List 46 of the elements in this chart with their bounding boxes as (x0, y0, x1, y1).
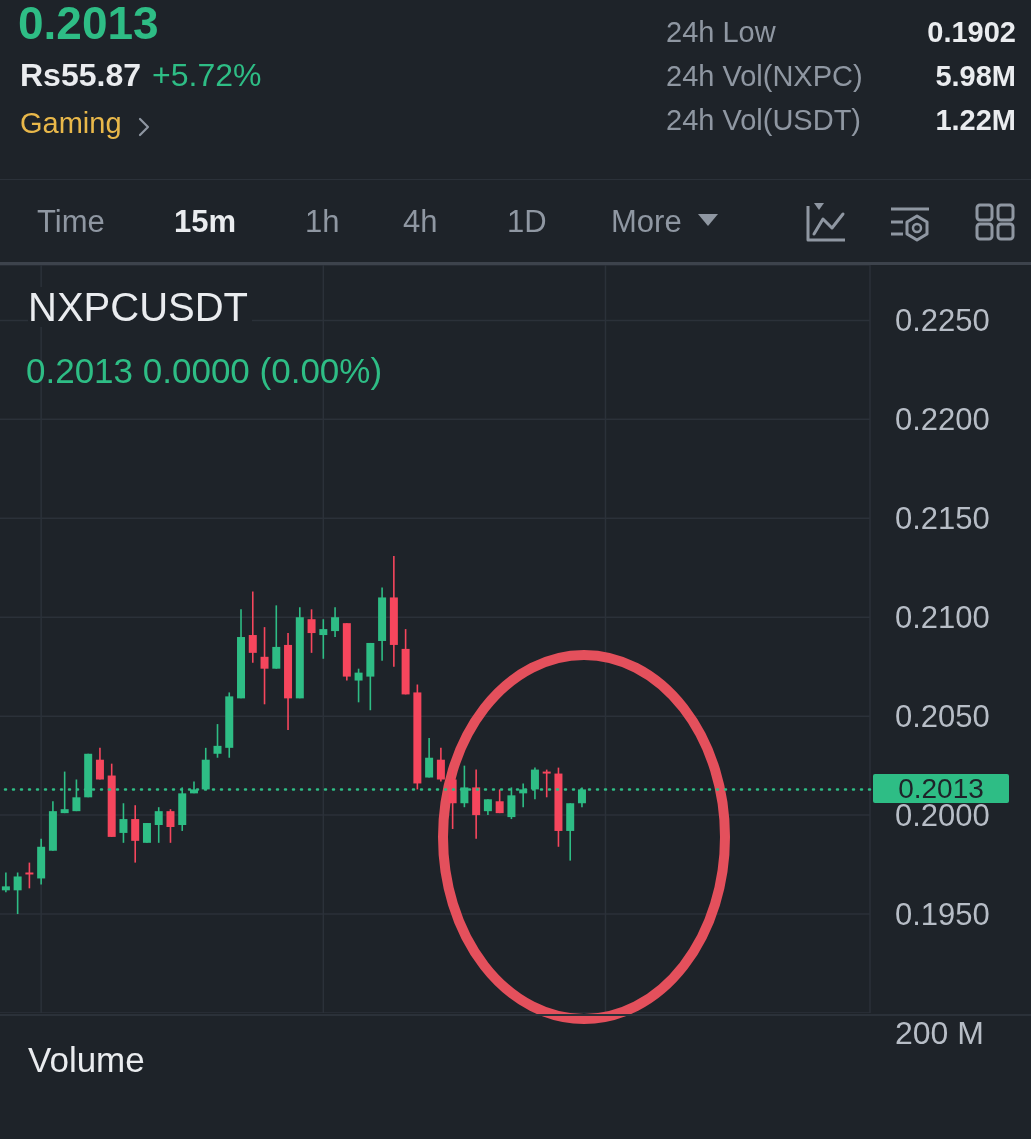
y-tick-label: 0.2250 (895, 303, 990, 339)
text: 5.98M (935, 60, 1016, 92)
text: 0.2013 0.0000 (0.00%) (26, 351, 383, 390)
candlestick (354, 667, 363, 704)
y-tick-label: 0.2150 (895, 501, 990, 537)
candlestick (248, 590, 257, 664)
candlestick (307, 608, 316, 654)
text: 24h Low (666, 16, 776, 48)
text: 0.2013 (18, 0, 159, 49)
text: 200 M (895, 1015, 984, 1051)
candlestick (1, 871, 10, 894)
text: 1h (305, 204, 340, 239)
text: NXPCUSDT (28, 285, 253, 329)
text: 0.1902 (927, 16, 1016, 48)
text: 24h Vol(NXPC) (666, 60, 863, 92)
y-tick-label: 0.2200 (895, 402, 990, 438)
candlestick (213, 723, 222, 759)
y-tick-label: 0.1950 (895, 897, 990, 933)
text: Rs55.87 (20, 57, 141, 93)
text: 1.22M (935, 104, 1016, 136)
candlestick (119, 802, 128, 844)
text: 1D (507, 204, 547, 239)
candlestick (95, 747, 104, 781)
text: More (611, 204, 682, 239)
y-tick-label: 0.2050 (895, 699, 990, 735)
y-tick-label: 0.2100 (895, 600, 990, 636)
text: 15m (174, 204, 237, 239)
candlestick (425, 737, 434, 779)
candlestick (542, 768, 551, 799)
candlestick (131, 804, 140, 864)
candlestick (272, 604, 281, 670)
text: Volume (28, 1040, 145, 1079)
candlestick (448, 768, 457, 830)
candlestick (166, 808, 175, 844)
candlestick (436, 747, 445, 783)
text: Gaming (20, 107, 122, 139)
candlestick (260, 626, 269, 706)
candlestick (142, 822, 151, 844)
candlestick (331, 606, 340, 638)
candlestick (13, 871, 22, 915)
text: Time (37, 204, 105, 239)
text: +5.72% (152, 57, 262, 93)
candlestick (319, 618, 328, 660)
candlestick (154, 806, 163, 844)
text: 4h (403, 204, 438, 239)
text: 24h Vol(USDT) (666, 104, 862, 136)
